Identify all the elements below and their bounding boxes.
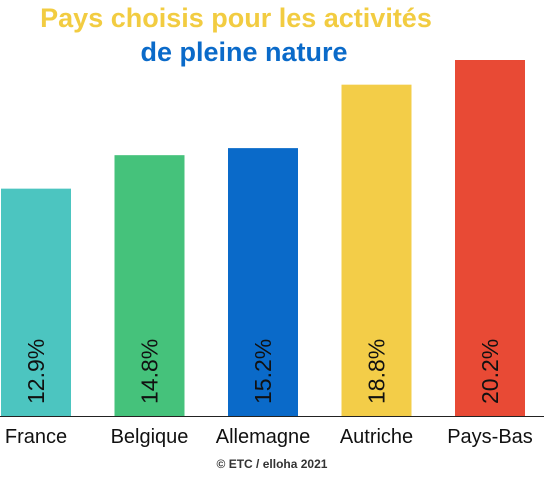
value-label-belgique: 14.8% xyxy=(137,339,163,404)
bar-pays-bas xyxy=(455,60,525,416)
source-credit: © ETC / elloha 2021 xyxy=(216,457,328,471)
x-tick-label-pays-bas: Pays-Bas xyxy=(447,426,533,448)
bar-belgique xyxy=(114,155,185,416)
x-tick-label-allemagne: Allemagne xyxy=(216,426,311,448)
x-tick-label-belgique: Belgique xyxy=(111,426,189,448)
bar-autriche xyxy=(341,84,412,416)
value-label-autriche: 18.8% xyxy=(364,339,390,404)
chart-title-line-1: Pays choisis pour les activités xyxy=(40,3,432,33)
bar-allemagne xyxy=(228,148,298,416)
chart-title-line-2: de pleine nature xyxy=(140,37,348,67)
x-tick-label-autriche: Autriche xyxy=(340,426,413,448)
x-tick-label-france: France xyxy=(5,426,67,448)
value-label-allemagne: 15.2% xyxy=(250,339,276,404)
bar-france xyxy=(1,188,71,416)
value-label-pays-bas: 20.2% xyxy=(477,339,503,404)
value-label-france: 12.9% xyxy=(23,339,49,404)
